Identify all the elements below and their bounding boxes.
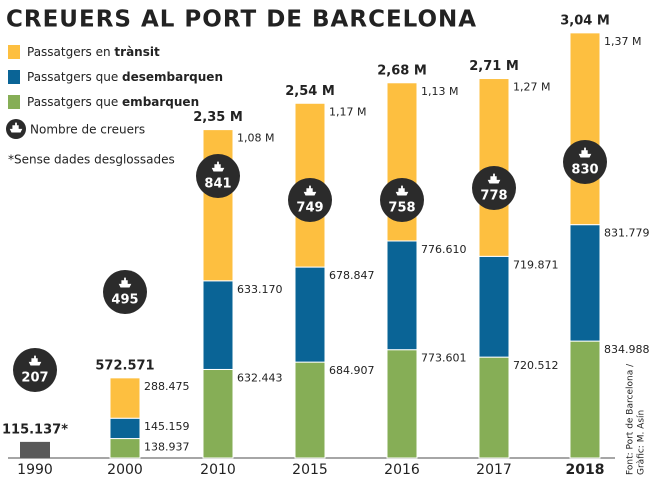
cruise-count: 841 — [204, 177, 231, 192]
value-label: 678.847 — [329, 269, 375, 282]
value-label: 633.170 — [237, 283, 283, 296]
bar-segment — [569, 340, 601, 459]
legend-text: Passatgers que — [27, 70, 122, 84]
legend-swatch — [8, 45, 20, 59]
total-label: 2,68 M — [377, 63, 427, 78]
value-label: 1,13 M — [421, 85, 458, 98]
legend-text: embarquen — [122, 95, 199, 109]
cruise-badge — [380, 178, 424, 222]
bar-segment — [202, 368, 234, 459]
x-tick-label: 2015 — [292, 462, 328, 478]
value-label: 288.475 — [144, 380, 190, 393]
value-label: 632.443 — [237, 371, 283, 384]
cruise-badge — [288, 178, 332, 222]
value-label: 773.601 — [421, 352, 467, 365]
x-tick-label: 2010 — [200, 462, 236, 478]
value-label: 145.159 — [144, 420, 190, 433]
ship-icon — [211, 161, 225, 172]
cruise-count: 749 — [296, 201, 323, 216]
legend-text: trànsit — [114, 45, 160, 59]
total-label: 572.571 — [95, 358, 154, 373]
bar-segment — [569, 32, 601, 226]
source-line: Font: Port de Barcelona / — [626, 363, 636, 475]
ship-icon — [118, 277, 132, 288]
legend-label: Passatgers que desembarquen — [27, 70, 223, 84]
x-tick-label: 1990 — [17, 462, 53, 478]
cruise-count: 207 — [21, 371, 48, 386]
legend-text: Passatgers que — [27, 95, 122, 109]
bar-segment — [294, 361, 326, 459]
ship-icon — [487, 173, 501, 184]
legend-text: Passatgers en — [27, 45, 114, 59]
cruise-badge — [563, 140, 607, 184]
cruise-badge — [103, 270, 147, 314]
legend-text: desembarquen — [122, 70, 223, 84]
cruise-count: 778 — [480, 189, 507, 204]
source-line: Gràfic: M. Asín — [637, 410, 647, 475]
legend-swatch — [8, 70, 20, 84]
source: Font: Port de Barcelona / Gràfic: M. Así… — [626, 363, 647, 475]
legend-label: Passatgers que embarquen — [27, 95, 199, 109]
x-tick-label: 2017 — [476, 462, 512, 478]
value-label: 1,08 M — [237, 132, 274, 145]
x-tick-label: 2000 — [107, 462, 143, 478]
note: *Sense dades desglossades — [8, 153, 175, 167]
ship-icon — [578, 147, 592, 158]
bar-segment — [478, 356, 510, 459]
value-label: 719.871 — [513, 258, 559, 271]
total-label: 115.137* — [2, 422, 68, 437]
value-label: 1,27 M — [513, 81, 550, 94]
bar-segment — [569, 224, 601, 342]
cruise-count: 495 — [111, 293, 138, 308]
cruise-badge — [196, 154, 240, 198]
value-label: 831.779 — [604, 227, 650, 240]
bar-segment — [109, 417, 141, 440]
legend-swatch — [8, 95, 20, 109]
value-label: 138.937 — [144, 441, 190, 454]
ship-icon — [9, 122, 23, 133]
value-label: 684.907 — [329, 364, 375, 377]
ship-icon — [303, 185, 317, 196]
cruise-badge — [13, 348, 57, 392]
value-label: 1,37 M — [604, 35, 641, 48]
total-label: 2,54 M — [285, 84, 335, 99]
total-label: 2,71 M — [469, 59, 519, 74]
ship-icon — [395, 185, 409, 196]
bar-segment — [109, 438, 141, 459]
bar-segment — [202, 129, 234, 282]
bar-segment — [386, 349, 418, 459]
bar — [20, 441, 50, 458]
bar-segment — [478, 255, 510, 358]
legend-label: Passatgers en trànsit — [27, 45, 160, 59]
value-label: 834.988 — [604, 343, 650, 356]
bar-segment — [294, 266, 326, 363]
total-label: 2,35 M — [193, 110, 243, 125]
cruise-count: 830 — [571, 163, 598, 178]
cruise-badge — [472, 166, 516, 210]
bar-segment — [109, 377, 141, 419]
cruise-count: 758 — [388, 201, 415, 216]
legend-label: Nombre de creuers — [30, 123, 145, 137]
value-label: 720.512 — [513, 359, 559, 372]
x-tick-label: 2016 — [384, 462, 420, 478]
ship-icon — [28, 355, 42, 366]
bar-segment — [386, 240, 418, 351]
bar-segment — [202, 280, 234, 370]
value-label: 776.610 — [421, 243, 467, 256]
chart-title: CREUERS AL PORT DE BARCELONA — [6, 7, 477, 33]
value-label: 1,17 M — [329, 105, 366, 118]
total-label: 3,04 M — [560, 13, 610, 28]
x-tick-label: 2018 — [566, 462, 605, 478]
